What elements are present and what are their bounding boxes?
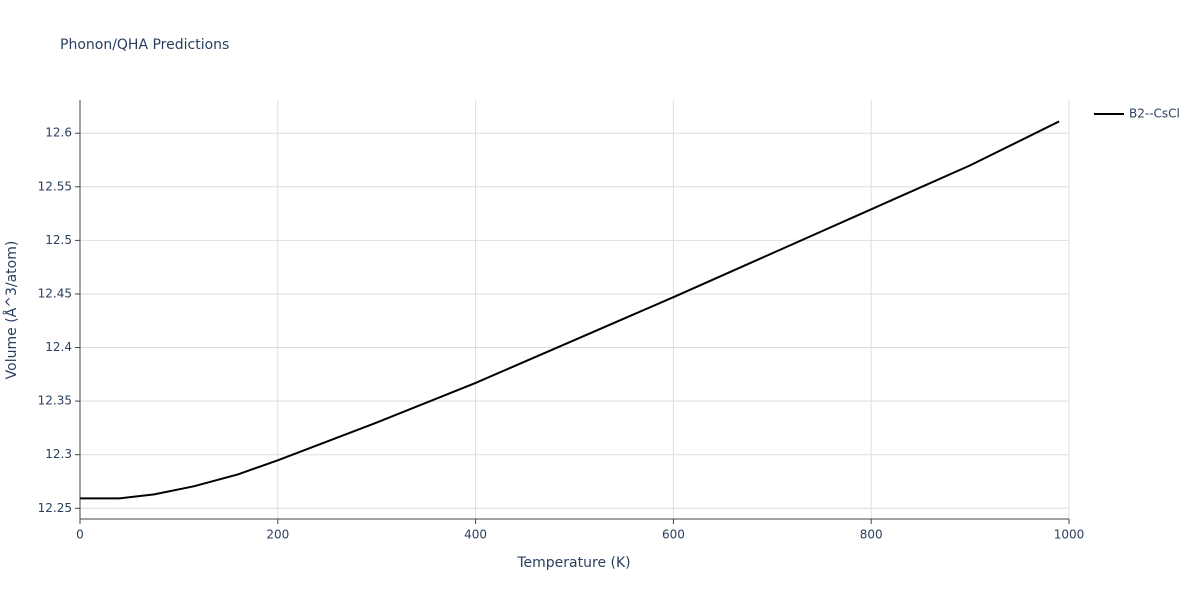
y-tick-label: 12.6 bbox=[45, 126, 72, 140]
y-tick-label: 12.55 bbox=[38, 179, 72, 193]
y-tick-label: 12.4 bbox=[45, 340, 72, 354]
y-axis-label: Volume (Å^3/atom) bbox=[3, 241, 20, 380]
data-line bbox=[80, 120, 1060, 500]
legend-label: B2--CsCl bbox=[1129, 107, 1180, 121]
x-tick-label: 1000 bbox=[1054, 528, 1085, 542]
y-tick-label: 12.5 bbox=[45, 233, 72, 247]
x-tick-label: 0 bbox=[76, 528, 84, 542]
x-tick-label: 400 bbox=[464, 528, 487, 542]
y-tick-label: 12.45 bbox=[38, 286, 72, 300]
y-tick-label: 12.3 bbox=[45, 447, 72, 461]
y-tick-label: 12.25 bbox=[38, 501, 72, 515]
chart-title: Phonon/QHA Predictions bbox=[60, 37, 229, 53]
x-tick-label: 800 bbox=[860, 528, 883, 542]
x-axis-label: Temperature (K) bbox=[516, 555, 630, 571]
x-tick-label: 600 bbox=[662, 528, 685, 542]
y-tick-label: 12.35 bbox=[38, 394, 72, 408]
x-tick-label: 200 bbox=[266, 528, 289, 542]
